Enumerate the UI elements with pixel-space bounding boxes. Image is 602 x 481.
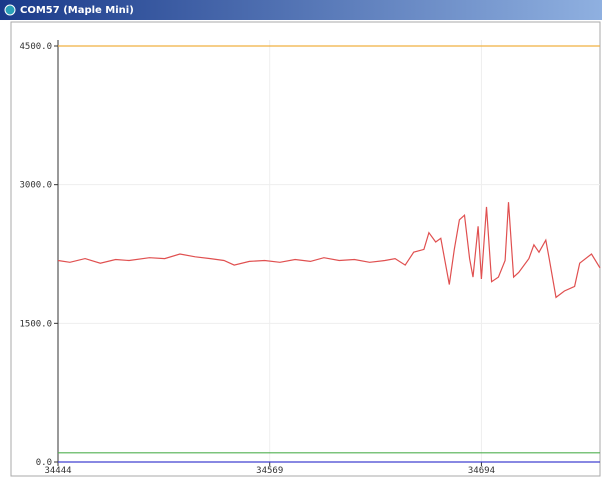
x-tick-label: 34444	[44, 466, 71, 476]
y-tick-label: 0.0	[36, 458, 52, 468]
y-tick-label: 4500.0	[19, 42, 52, 52]
series-line	[57, 202, 601, 299]
title-bar	[0, 0, 602, 20]
window-title: COM57 (Maple Mini)	[20, 5, 134, 16]
plot: 0.0 1500.0 3000.0 4500.0 34444 34569 34694	[19, 40, 601, 476]
x-tick-label: 34569	[256, 466, 283, 476]
plot-frame	[10, 21, 601, 477]
app-icon	[4, 4, 16, 16]
y-tick-label: 1500.0	[19, 319, 52, 329]
y-tick-label: 3000.0	[19, 181, 52, 191]
x-tick-label: 34694	[468, 466, 495, 476]
